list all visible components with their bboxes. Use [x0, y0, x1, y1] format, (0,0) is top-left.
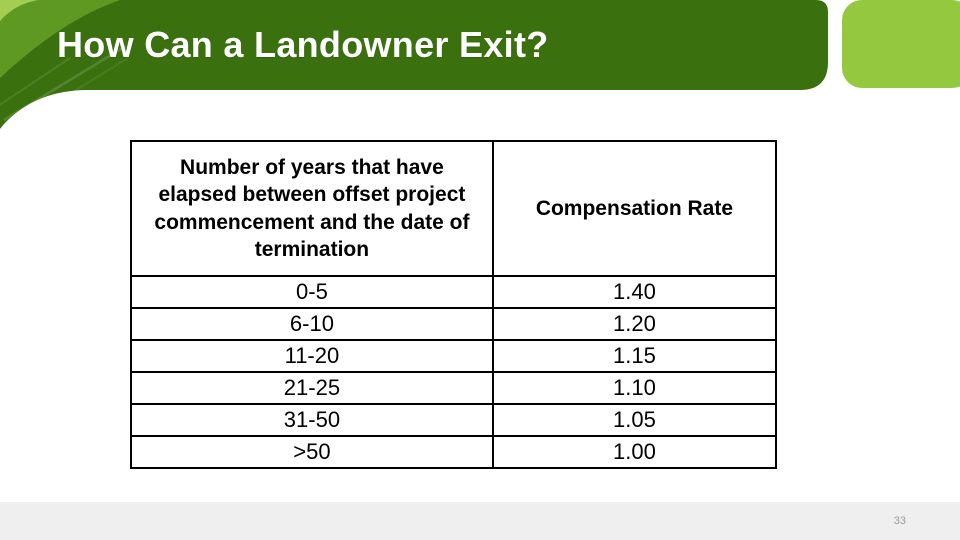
cell-years: 11-20: [130, 339, 494, 373]
cell-rate: 1.20: [491, 307, 778, 341]
table-row: 31-50 1.05: [130, 403, 778, 437]
table-header-rate: Compensation Rate: [491, 140, 778, 277]
table-row: 0-5 1.40: [130, 275, 778, 309]
table-row: 11-20 1.15: [130, 339, 778, 373]
table-row: 6-10 1.20: [130, 307, 778, 341]
slide-title: How Can a Landowner Exit?: [57, 24, 549, 65]
cell-years: 31-50: [130, 403, 494, 437]
footer-bar: 33: [0, 502, 960, 540]
page-number: 33: [893, 515, 906, 527]
streak-line: [33, 57, 129, 117]
cell-years: 21-25: [130, 371, 494, 405]
table-row: 21-25 1.10: [130, 371, 778, 405]
header-band-shape: [0, 0, 828, 129]
cell-rate: 1.05: [491, 403, 778, 437]
compensation-table: Number of years that have elapsed betwee…: [130, 140, 778, 469]
table-row: >50 1.00: [130, 435, 778, 469]
cell-rate: 1.40: [491, 275, 778, 309]
corner-stripe-medium: [0, 0, 120, 78]
corner-stripe-light: [0, 0, 38, 21]
cell-rate: 1.10: [491, 371, 778, 405]
streak-line: [0, 57, 71, 106]
table-header-years: Number of years that have elapsed betwee…: [130, 140, 494, 277]
cell-rate: 1.00: [491, 435, 778, 469]
cell-rate: 1.15: [491, 339, 778, 373]
cell-years: 6-10: [130, 307, 494, 341]
streak-line: [3, 44, 127, 122]
header-background: [0, 0, 960, 129]
cell-years: >50: [130, 435, 494, 469]
table-header-row: Number of years that have elapsed betwee…: [130, 140, 778, 277]
cell-years: 0-5: [130, 275, 494, 309]
accent-block: [842, 0, 960, 88]
